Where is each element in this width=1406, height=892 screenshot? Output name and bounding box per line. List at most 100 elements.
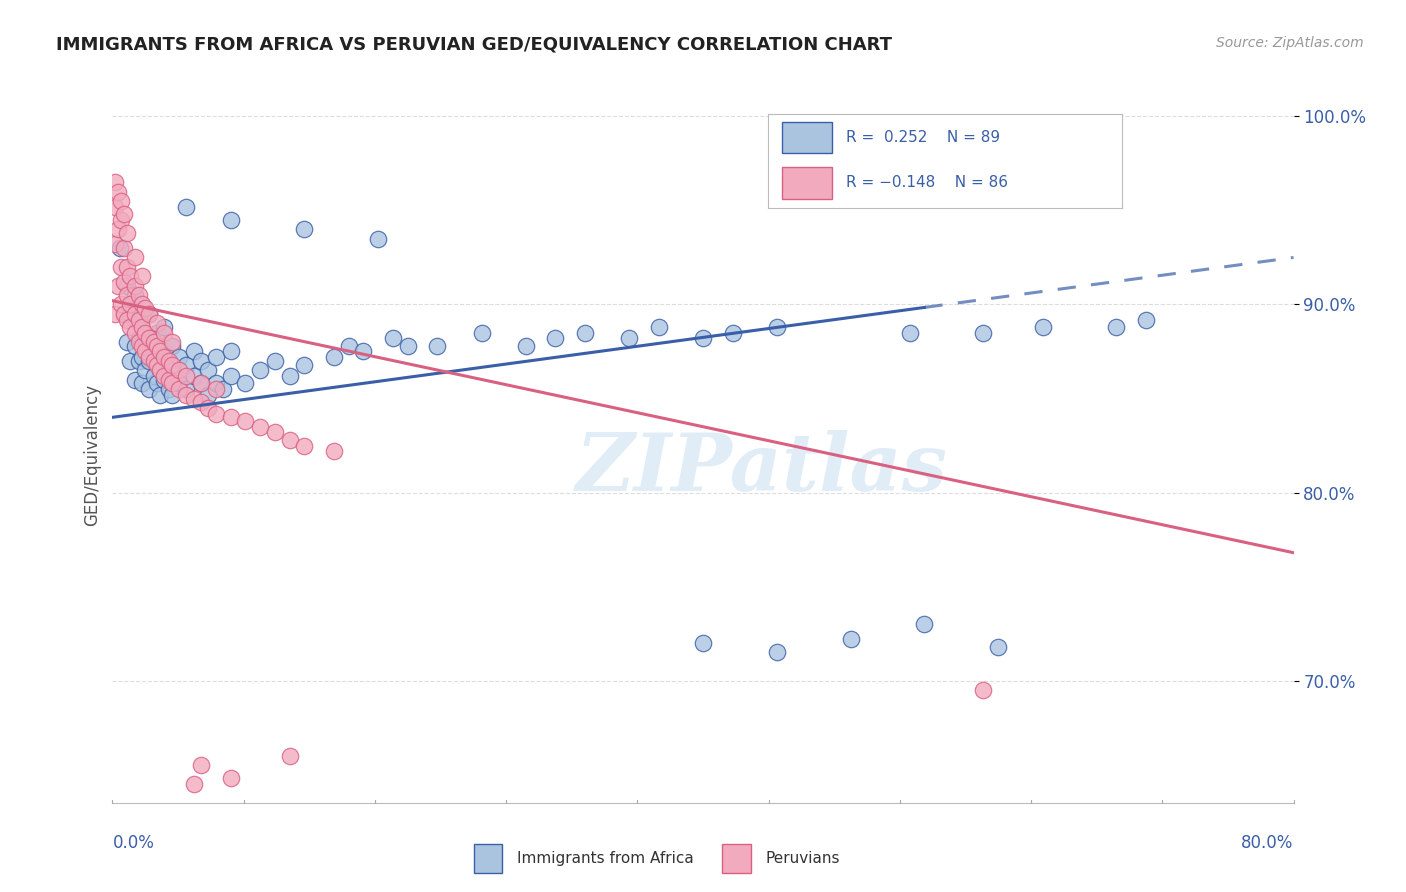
Point <box>174 200 197 214</box>
Point <box>766 645 789 659</box>
Point <box>128 354 150 368</box>
Point <box>134 363 156 377</box>
Text: Peruvians: Peruvians <box>765 851 839 866</box>
Point <box>839 632 862 647</box>
Point <box>131 350 153 364</box>
Text: 0.0%: 0.0% <box>112 834 155 852</box>
Point <box>323 350 346 364</box>
Point <box>190 395 212 409</box>
Point <box>292 438 315 452</box>
Point <box>367 232 389 246</box>
Point <box>157 373 180 387</box>
Point <box>212 382 235 396</box>
Point <box>134 326 156 340</box>
Point <box>128 312 150 326</box>
Text: 80.0%: 80.0% <box>1241 834 1294 852</box>
Point <box>692 331 714 345</box>
Point <box>205 382 228 396</box>
Point <box>1105 320 1128 334</box>
Point <box>987 640 1010 654</box>
Point <box>197 363 219 377</box>
Point <box>292 358 315 372</box>
Text: Immigrants from Africa: Immigrants from Africa <box>516 851 693 866</box>
Point <box>157 354 180 368</box>
Point <box>142 344 165 359</box>
Point <box>104 175 127 189</box>
Point <box>174 368 197 383</box>
Point <box>160 363 183 377</box>
Point <box>574 326 596 340</box>
Point <box>160 335 183 350</box>
Bar <box>723 844 751 873</box>
Point <box>323 444 346 458</box>
Point <box>160 376 183 391</box>
Point <box>205 376 228 391</box>
Point <box>219 410 242 425</box>
Point <box>117 278 138 293</box>
Point <box>167 350 190 364</box>
Point <box>124 288 146 302</box>
Point <box>138 354 160 368</box>
Point <box>120 297 142 311</box>
Point <box>104 237 127 252</box>
Point <box>142 354 165 368</box>
Point <box>110 212 132 227</box>
Point <box>183 777 205 791</box>
Point <box>973 683 995 698</box>
Point <box>190 376 212 391</box>
Point <box>233 414 256 428</box>
Point <box>1135 312 1157 326</box>
Point <box>128 331 150 345</box>
Point <box>721 326 744 340</box>
Point <box>138 350 160 364</box>
Point <box>110 194 132 208</box>
Point <box>157 358 180 372</box>
Point <box>973 326 995 340</box>
Point <box>183 392 205 406</box>
Point <box>117 226 138 240</box>
Point <box>107 278 129 293</box>
Text: Source: ZipAtlas.com: Source: ZipAtlas.com <box>1216 36 1364 50</box>
Point <box>167 376 190 391</box>
Point <box>149 363 172 377</box>
Point <box>124 307 146 321</box>
Point <box>647 320 671 334</box>
Point <box>544 331 567 345</box>
Point <box>138 382 160 396</box>
Point <box>197 401 219 415</box>
Point <box>219 772 242 786</box>
Point <box>107 185 129 199</box>
Text: IMMIGRANTS FROM AFRICA VS PERUVIAN GED/EQUIVALENCY CORRELATION CHART: IMMIGRANTS FROM AFRICA VS PERUVIAN GED/E… <box>56 36 893 54</box>
Point <box>515 339 537 353</box>
Point <box>692 636 714 650</box>
Point <box>337 339 360 353</box>
Point <box>131 376 153 391</box>
Point <box>167 363 190 377</box>
Point <box>146 316 169 330</box>
Point <box>190 376 212 391</box>
Point <box>131 307 153 321</box>
Point <box>146 339 169 353</box>
Text: ZIPatlas: ZIPatlas <box>576 430 948 508</box>
Point <box>108 241 131 255</box>
Point <box>1032 320 1054 334</box>
Point <box>149 363 172 377</box>
Point <box>160 358 183 372</box>
Point <box>138 331 160 345</box>
Point <box>157 382 180 396</box>
Point <box>124 312 146 326</box>
Point <box>134 339 156 353</box>
Point <box>138 307 160 321</box>
Point <box>174 358 197 372</box>
Point <box>426 339 449 353</box>
Point <box>142 335 165 350</box>
Point <box>117 335 138 350</box>
Point <box>128 335 150 350</box>
Point <box>153 368 176 383</box>
Point <box>160 339 183 353</box>
Point <box>766 320 789 334</box>
Point <box>149 388 172 402</box>
Point <box>219 212 242 227</box>
Point <box>278 748 301 763</box>
Point <box>107 222 129 236</box>
